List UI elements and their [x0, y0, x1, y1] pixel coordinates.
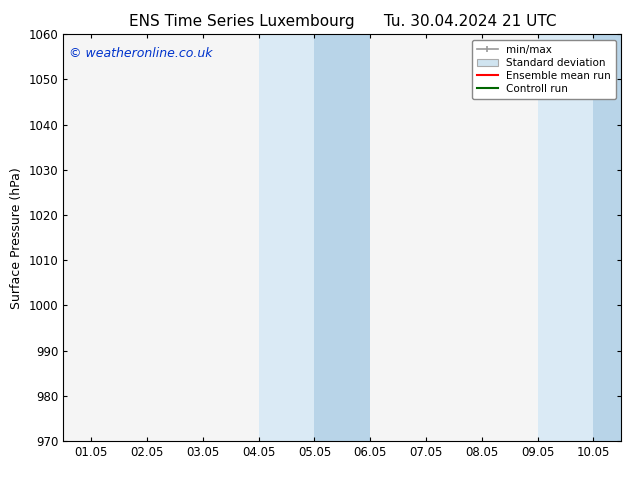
Y-axis label: Surface Pressure (hPa): Surface Pressure (hPa) — [10, 167, 23, 309]
Text: © weatheronline.co.uk: © weatheronline.co.uk — [69, 47, 212, 59]
Bar — [538, 34, 621, 441]
Legend: min/max, Standard deviation, Ensemble mean run, Controll run: min/max, Standard deviation, Ensemble me… — [472, 40, 616, 99]
Title: ENS Time Series Luxembourg      Tu. 30.04.2024 21 UTC: ENS Time Series Luxembourg Tu. 30.04.202… — [129, 14, 556, 29]
Bar — [259, 34, 370, 441]
Bar — [593, 34, 621, 441]
Bar — [314, 34, 370, 441]
